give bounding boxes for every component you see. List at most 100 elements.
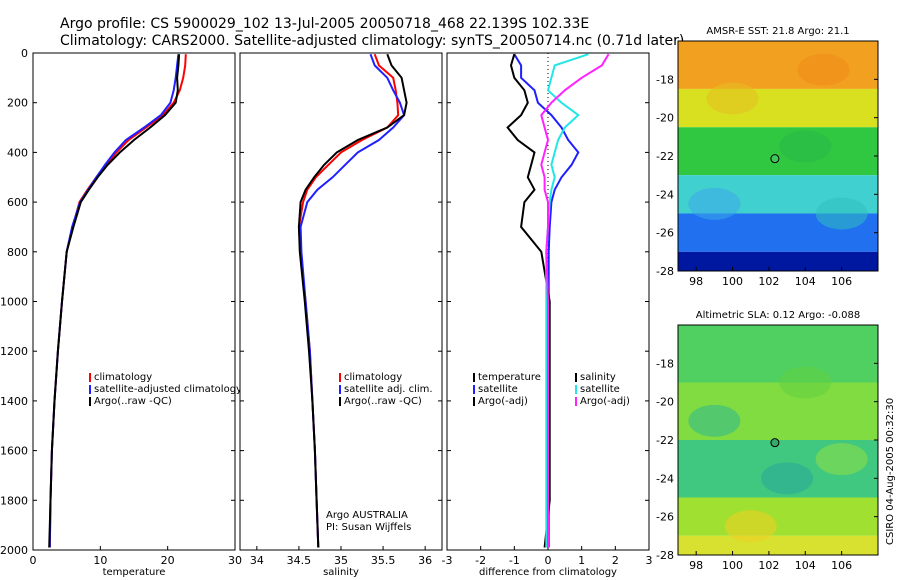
sst_map-ytick-label: -20 [656,112,674,125]
sla_map-color-band [678,497,878,536]
sst_map-title: AMSR-E SST: 21.8 Argo: 21.1 [706,26,849,37]
sst_map-color-band [678,251,878,271]
salinity-series-argo-raw-qc- [297,53,408,548]
salinity-xtick-label: 34 [250,554,264,567]
sst_map-xtick-label: 98 [689,275,703,288]
difference-series-argo-adj--salinity [540,53,610,548]
salinity-xtick-label: 36 [418,554,432,567]
sla_map-texture-blob [815,443,868,476]
temperature-ytick-label: 0 [21,47,28,60]
sla_map-texture-blob [761,462,814,495]
figure-title-line2: Climatology: CARS2000. Satellite-adjuste… [60,33,684,49]
figure-title-line1: Argo profile: CS 5900029_102 13-Jul-2005… [60,16,589,32]
difference-xtick-label: 2 [612,554,619,567]
difference-temp-legend-label: temperature [478,372,541,383]
sla_map-texture-blob [688,404,741,437]
sla_map-xtick-label: 100 [722,559,743,572]
float-owner-label: Argo AUSTRALIA [326,510,408,521]
sst-map-panel: 98 100 102 104 106 -18 -20 -22 -24 -26 -28 AMSR-E S… [656,26,879,288]
salinity-panel: 34 34.5 35 35.5 36 salinity climatologysatelli… [239,52,443,578]
sla_map-xtick-label: 106 [831,559,852,572]
difference-sal-legend-label: Argo(-adj) [580,396,630,407]
temperature-ytick-label: 1200 [0,345,28,358]
sst_map-texture-blob [688,187,741,220]
sst_map-texture-blob [779,130,832,163]
difference-xtick-label: 1 [578,554,585,567]
difference-sal-legend-label: salinity [580,372,616,383]
sst_map-xtick-label: 102 [758,275,779,288]
sst_map-ytick-label: -28 [656,265,674,278]
difference-xtick-label: -3 [442,554,453,567]
sst_map-ytick-label: -24 [656,188,674,201]
temperature-legend-label: Argo(..raw -QC) [94,396,172,407]
sla_map-title: Altimetric SLA: 0.12 Argo: -0.088 [696,310,861,321]
sst_map-xtick-label: 104 [795,275,816,288]
salinity-xtick-label: 35.5 [371,554,396,567]
difference-xtick-label: -1 [509,554,520,567]
sst_map-texture-blob [815,197,868,230]
sla_map-ytick-label: -26 [656,511,674,524]
float-pi-label: PI: Susan Wijffels [326,522,411,533]
salinity-frame [239,52,443,551]
sla_map-ytick-label: -20 [656,396,674,409]
difference-series-argo-adj--temperature [506,53,551,548]
temperature-ytick-label: 800 [7,246,28,259]
temperature-xtick-label: 0 [30,554,37,567]
sla_map-xtick-label: 98 [689,559,703,572]
temperature-ytick-label: 1800 [0,494,28,507]
salinity-legend-label: Argo(..raw -QC) [344,396,422,407]
sla-map-panel: 98 100 102 104 106 -18 -20 -22 -24 -26 -28 Altimetr… [656,310,879,572]
temperature-ytick-label: 200 [7,97,28,110]
difference-xlabel: difference from climatology [479,567,617,578]
difference-temp-legend-label: Argo(-adj) [478,396,528,407]
temperature-xtick-label: 20 [161,554,175,567]
temperature-ytick-label: 600 [7,196,28,209]
sla_map-xtick-label: 102 [758,559,779,572]
sst_map-color-band [678,127,878,176]
sla_map-texture-blob [724,510,777,543]
sla_map-ytick-label: -22 [656,434,674,447]
difference-sal-legend-label: satellite [580,384,620,395]
temperature-ytick-label: 1600 [0,445,28,458]
sst_map-argo-marker [770,154,780,164]
sst_map-xtick-label: 106 [831,275,852,288]
temperature-ytick-label: 1000 [0,296,28,309]
sla_map-color-band [678,535,878,555]
difference-panel: -3 -2 -1 0 1 2 3 difference from climatology tem… [442,52,653,578]
credit-label: CSIRO 04-Aug-2005 00:32:30 [885,398,896,545]
sst_map-xtick-label: 100 [722,275,743,288]
salinity-legend-label: climatology [344,372,402,383]
difference-temp-legend-label: satellite [478,384,518,395]
sla_map-xtick-label: 104 [795,559,816,572]
difference-xtick-label: -2 [475,554,486,567]
temperature-frame [32,52,236,551]
sst_map-ytick-label: -22 [656,150,674,163]
sla_map-texture-blob [779,366,832,399]
sla_map-color-band [678,325,878,383]
salinity-xlabel: salinity [323,567,359,578]
temperature-ytick-label: 2000 [0,544,28,557]
temperature-xtick-label: 10 [93,554,107,567]
sla_map-ytick-label: -28 [656,549,674,562]
sst_map-texture-blob [706,82,759,115]
sla_map-argo-marker [770,438,780,448]
temperature-legend-label: climatology [94,372,152,383]
sst_map-texture-blob [797,53,850,86]
sla_map-ytick-label: -18 [656,357,674,370]
temperature-series-argo-raw-qc- [48,54,181,548]
salinity-legend-label: satellite adj. clim. [344,384,433,395]
salinity-xtick-label: 35 [334,554,348,567]
sst_map-ytick-label: -18 [656,73,674,86]
difference-xtick-label: 0 [545,554,552,567]
temperature-ytick-label: 1400 [0,395,28,408]
temperature-ytick-label: 400 [7,146,28,159]
temperature-xtick-label: 30 [228,554,242,567]
difference-series-satellite-salinity [545,53,589,548]
salinity-xtick-label: 34.5 [287,554,312,567]
sla_map-ytick-label: -24 [656,472,674,485]
difference-xtick-label: 3 [646,554,653,567]
temperature-legend-label: satellite-adjusted climatology [94,384,242,395]
temperature-xlabel: temperature [103,567,166,578]
